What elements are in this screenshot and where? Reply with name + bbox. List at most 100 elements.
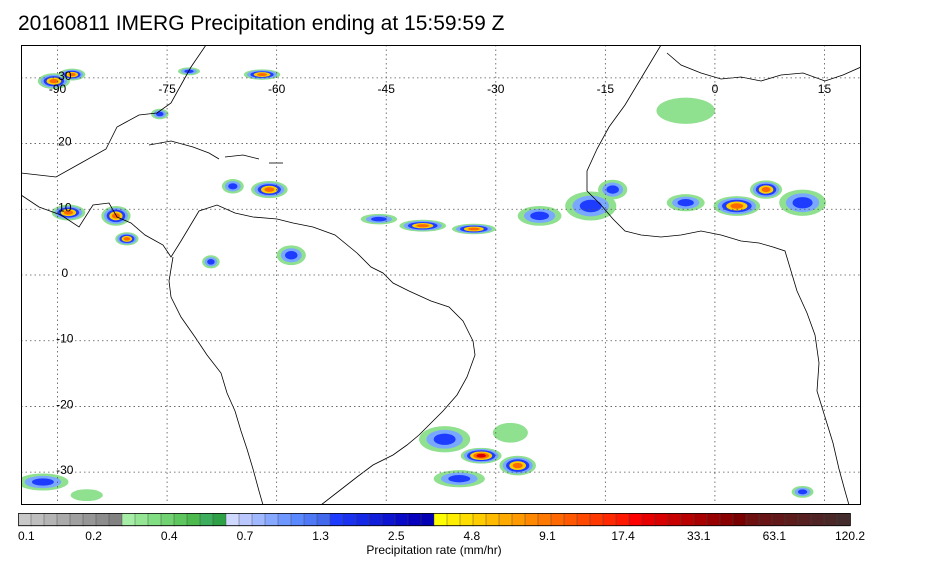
- precip-ring: [228, 183, 238, 190]
- colorbar-swatch: [368, 513, 383, 527]
- colorbar-swatch: [654, 513, 669, 527]
- colorbar-swatch: [238, 513, 253, 527]
- precip-ring: [433, 433, 456, 445]
- colorbar-swatch: [134, 513, 149, 527]
- colorbar-swatch: [706, 513, 721, 527]
- colorbar-swatch: [550, 513, 565, 527]
- colorbar-swatch: [615, 513, 630, 527]
- coastline-cuba: [148, 140, 220, 160]
- colorbar-swatch: [446, 513, 461, 527]
- colorbar-swatch: [719, 513, 734, 527]
- colorbar-swatch: [56, 513, 71, 527]
- precipitation-layer: [21, 67, 826, 502]
- latitude-label: -30: [56, 463, 74, 477]
- precip-ring: [606, 185, 619, 194]
- precip-cell-caribbean-e: [251, 181, 288, 199]
- graticule: [21, 45, 861, 505]
- colorbar-label: 0.2: [85, 529, 102, 543]
- precip-ring: [156, 111, 164, 117]
- colorbar-swatch: [602, 513, 617, 527]
- precip-cell-amazon-1: [202, 255, 220, 269]
- colorbar-label: 1.3: [312, 529, 329, 543]
- map-border: [21, 45, 861, 505]
- longitude-label: -45: [378, 82, 396, 96]
- precip-cell-itcz-4: [517, 206, 562, 226]
- precip-ring: [264, 187, 275, 192]
- colorbar-swatch: [316, 513, 331, 527]
- precip-ring: [63, 210, 74, 215]
- precip-cell-s-atl-3: [499, 455, 536, 476]
- precip-ring: [476, 453, 486, 458]
- colorbar-label: 0.1: [18, 529, 35, 543]
- colorbar-label: 63.1: [763, 529, 787, 543]
- colorbar-labels: 0.1 0.2 0.4 0.7 1.3 2.5 4.8 9.1 17.4 33.1 63.1 120.…: [18, 529, 865, 543]
- colorbar-swatch: [108, 513, 123, 527]
- colorbar-border: [18, 513, 851, 526]
- latitude-labels: 30 20 10 0 -10 -20 -30: [56, 69, 74, 477]
- colorbar-swatch: [251, 513, 266, 527]
- colorbar-label: 0.4: [161, 529, 178, 543]
- precip-ring: [730, 203, 744, 209]
- latitude-label: -20: [56, 397, 74, 411]
- colorbar-swatch: [420, 513, 435, 527]
- colorbar-swatch: [95, 513, 110, 527]
- coastline-africa: [586, 45, 850, 505]
- colorbar-swatch: [225, 513, 240, 527]
- precip-cell-gulf-mexico-2: [58, 68, 86, 81]
- precip-ring: [579, 199, 602, 213]
- colorbar-label: 17.4: [611, 529, 635, 543]
- precip-ring: [70, 489, 103, 502]
- colorbar-swatch: [745, 513, 760, 527]
- colorbar-swatch: [732, 513, 747, 527]
- precip-cell-bahamas: [151, 108, 169, 120]
- precip-ring: [49, 78, 59, 84]
- precip-ring: [492, 422, 528, 443]
- colorbar-swatch: [836, 513, 851, 527]
- precip-cell-panama: [115, 232, 139, 246]
- precip-cell-senegal: [598, 179, 628, 200]
- colorbar-swatch: [485, 513, 500, 527]
- colorbar-swatch: [160, 513, 175, 527]
- longitude-labels: -90 -75 -60 -45 -30 -15 0 15: [49, 82, 832, 96]
- precip-cell-atlantic-64w: [243, 69, 281, 80]
- colorbar-swatch: [576, 513, 591, 527]
- precip-ring: [31, 478, 54, 486]
- colorbar-swatch: [524, 513, 539, 527]
- coastline-layer: [21, 45, 861, 505]
- colorbar-swatch: [823, 513, 838, 527]
- precip-cell-itcz-5: [565, 191, 617, 221]
- colorbar-swatch: [589, 513, 604, 527]
- precip-ring: [656, 97, 715, 124]
- colorbar-swatch: [173, 513, 188, 527]
- colorbar-swatch: [758, 513, 773, 527]
- map-title: 20160811 IMERG Precipitation ending at 1…: [18, 12, 505, 35]
- precip-ring: [448, 475, 471, 483]
- precip-ring: [792, 197, 813, 209]
- precip-cell-s-africa: [791, 485, 814, 498]
- precip-ring: [530, 211, 549, 221]
- precip-ring: [207, 259, 215, 265]
- colorbar-label: 0.7: [237, 529, 254, 543]
- coastline-mediterranean: [666, 52, 861, 82]
- colorbar-swatch: [797, 513, 812, 527]
- colorbar-label: 4.8: [463, 529, 480, 543]
- colorbar-swatch: [30, 513, 45, 527]
- colorbar-swatch: [290, 513, 305, 527]
- colorbar-swatch: [472, 513, 487, 527]
- colorbar-swatch: [693, 513, 708, 527]
- precip-ring: [285, 251, 298, 260]
- colorbar-swatch: [69, 513, 84, 527]
- colorbar-swatch: [784, 513, 799, 527]
- latitude-label: 10: [58, 200, 72, 214]
- colorbar-swatch: [303, 513, 318, 527]
- precip-cell-caribbean-e2: [221, 179, 244, 194]
- precip-ring: [467, 227, 480, 231]
- precip-cell-itcz-3: [451, 223, 496, 235]
- colorbar-swatch: [498, 513, 513, 527]
- colorbar-label: 9.1: [539, 529, 556, 543]
- precip-ring: [68, 72, 76, 77]
- colorbar-swatch: [186, 513, 201, 527]
- precip-cell-s-atl-5: [492, 422, 528, 443]
- precip-cell-w-africa-2: [713, 196, 761, 216]
- colorbar-swatch: [407, 513, 422, 527]
